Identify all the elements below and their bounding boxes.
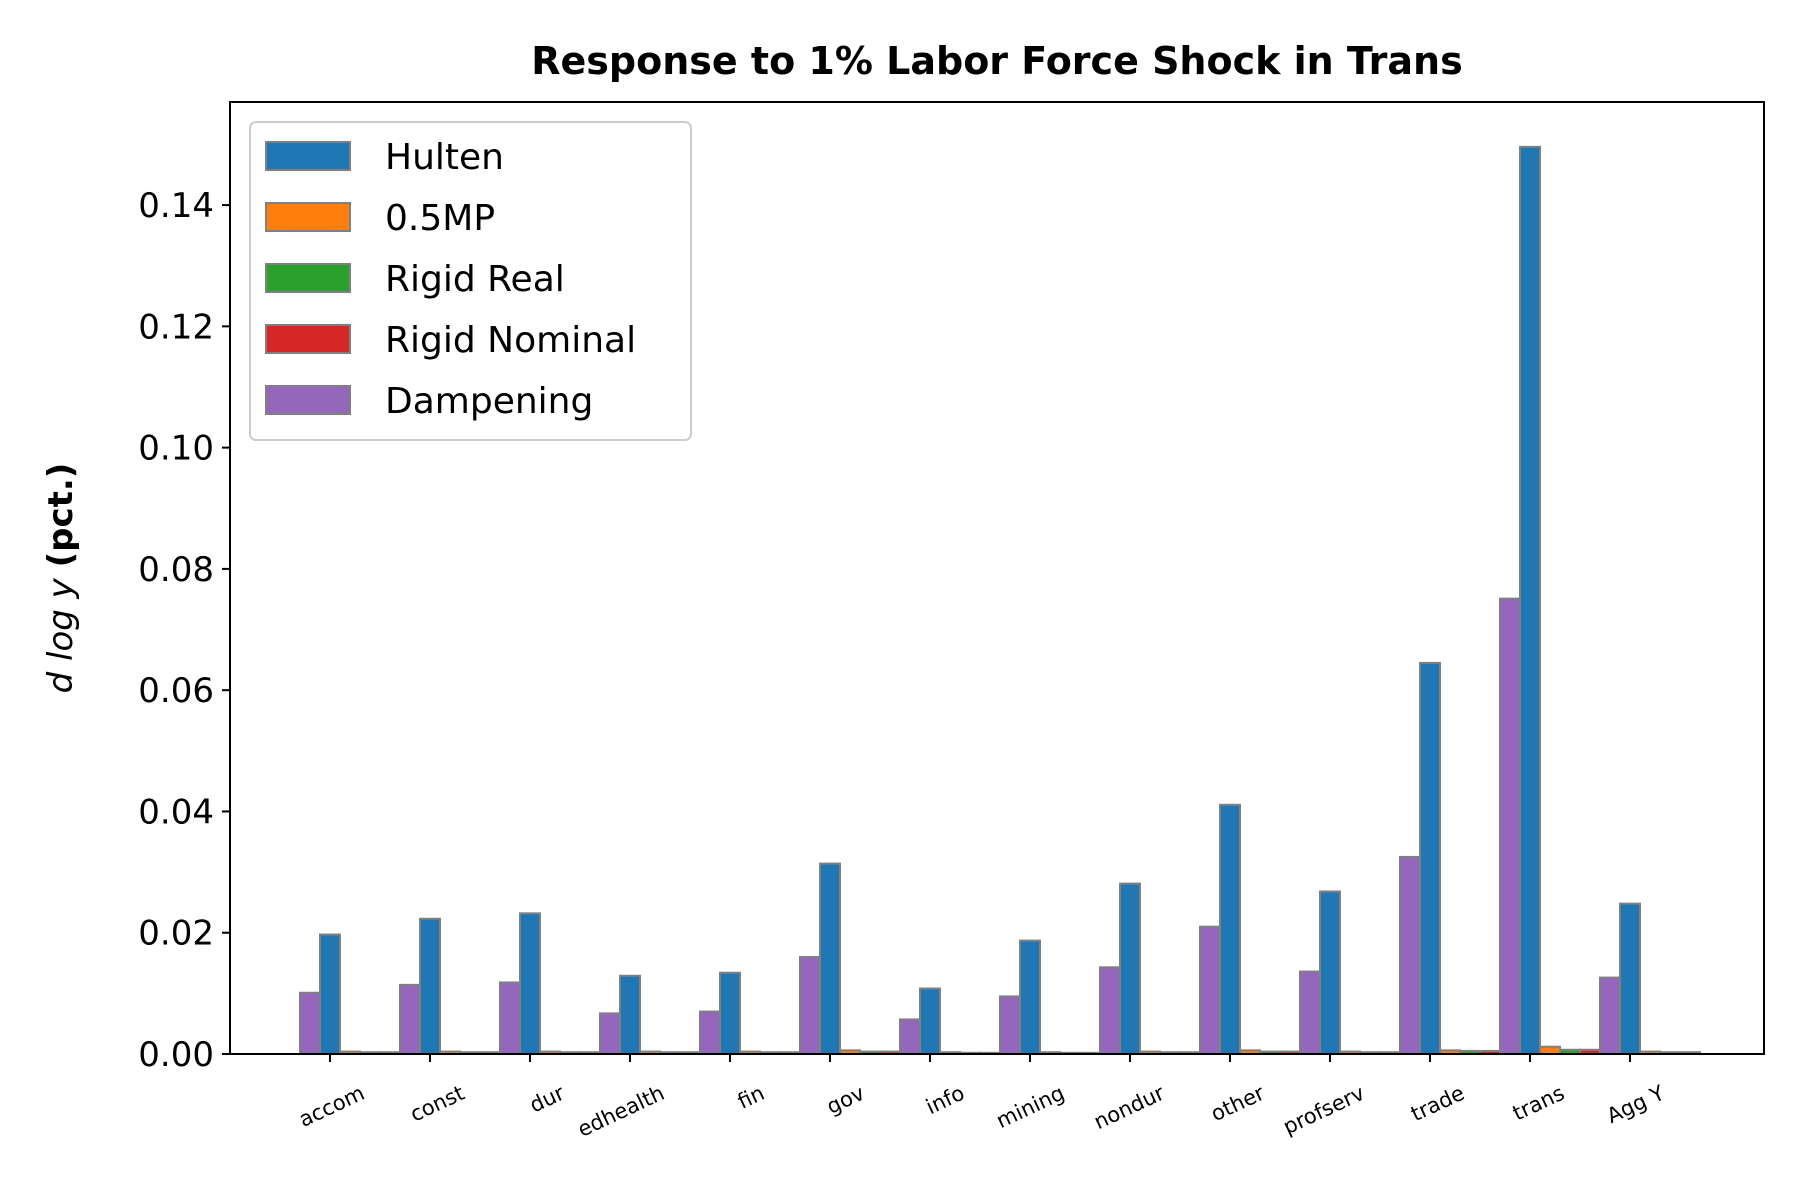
bar-hulten-dur [519,912,541,1055]
chart-title: Response to 1% Labor Force Shock in Tran… [531,39,1462,83]
x-tick-label: Agg Y [1603,1081,1668,1128]
bar-dampening-nondur [1099,966,1121,1056]
bar-dampening-edhealth [599,1012,621,1055]
x-tick-label: dur [526,1081,568,1118]
y-axis: 0.00 0.02 0.04 0.06 0.08 0.10 0.12 0.14 [138,186,230,1075]
x-axis: accom const dur edhealth fin gov info mining non… [295,1054,1668,1142]
x-tick-label: trade [1407,1081,1468,1126]
x-tick-label: fin [734,1081,768,1114]
x-tick-label: gov [823,1081,868,1119]
y-axis-label-unit: (pct.) [41,463,81,568]
y-tick-label: 0.04 [138,792,214,832]
legend-label-hulten: Hulten [385,137,504,178]
bar-dampening-const [399,983,421,1056]
bar-hulten-edhealth [619,974,641,1055]
legend-swatch-rigid-real [265,263,351,293]
bar-hulten-other [1219,803,1241,1055]
bar-dampening-agg-y [1599,976,1621,1056]
y-tick-label: 0.10 [138,429,214,469]
bar-dampening-other [1199,925,1221,1055]
plot-frame [229,101,1765,1055]
bar-dampening-fin [699,1010,721,1055]
x-tick-label: nondur [1090,1081,1168,1134]
bar-hulten-profserv [1319,890,1341,1055]
legend-swatch-hulten [265,141,351,171]
bar-hulten-fin [719,971,741,1056]
x-tick-label: mining [993,1081,1068,1133]
bar-hulten-nondur [1119,882,1141,1055]
y-axis-label-math: d log y [41,577,81,693]
bar-dampening-accom [299,991,321,1056]
x-tick-label: info [922,1081,968,1119]
legend-box [249,121,692,441]
bar-dampening-info [899,1018,921,1056]
y-axis-label: d log y (pct.) [41,463,81,694]
bar-dampening-gov [799,955,821,1056]
bar-hulten-mining [1019,939,1041,1055]
bar-hulten-trade [1419,661,1441,1055]
legend-label-dampening: Dampening [385,381,593,422]
y-tick-label: 0.12 [138,307,214,347]
legend-label-0-5mp: 0.5MP [385,198,495,239]
x-tick-label: const [406,1081,468,1127]
bar-hulten-agg-y [1619,902,1641,1055]
bar-hulten-trans [1519,145,1541,1055]
bar-dampening-profserv [1299,970,1321,1055]
bar-dampening-trade [1399,855,1421,1055]
x-tick-label: profserv [1279,1081,1368,1139]
y-tick-label: 0.02 [138,914,214,954]
legend-swatch-0-5mp [265,202,351,232]
y-tick-label: 0.08 [138,550,214,590]
x-tick-label: other [1207,1081,1268,1127]
bar-dampening-dur [499,981,521,1056]
legend-swatch-dampening [265,385,351,415]
legend: Hulten 0.5MP Rigid Real Rigid Nominal Dampen… [249,121,692,441]
bar-dampening-mining [999,995,1021,1055]
x-tick-label: trans [1509,1081,1568,1126]
y-tick-label: 0.14 [138,186,214,226]
y-tick-label: 0.00 [138,1035,214,1075]
bar-hulten-gov [819,862,841,1055]
bar-hulten-const [419,917,441,1055]
bar-dampening-trans [1499,597,1521,1056]
bars-layer [299,145,1701,1056]
legend-label-rigid-nominal: Rigid Nominal [385,320,636,361]
bar-hulten-info [919,987,941,1055]
x-tick-label: edhealth [574,1081,668,1142]
bar-hulten-accom [319,933,341,1056]
legend-swatch-rigid-nominal [265,324,351,354]
x-tick-label: accom [295,1081,368,1132]
legend-label-rigid-real: Rigid Real [385,259,565,300]
y-tick-label: 0.06 [138,671,214,711]
bar-0-5mp-trans [1539,1045,1561,1055]
